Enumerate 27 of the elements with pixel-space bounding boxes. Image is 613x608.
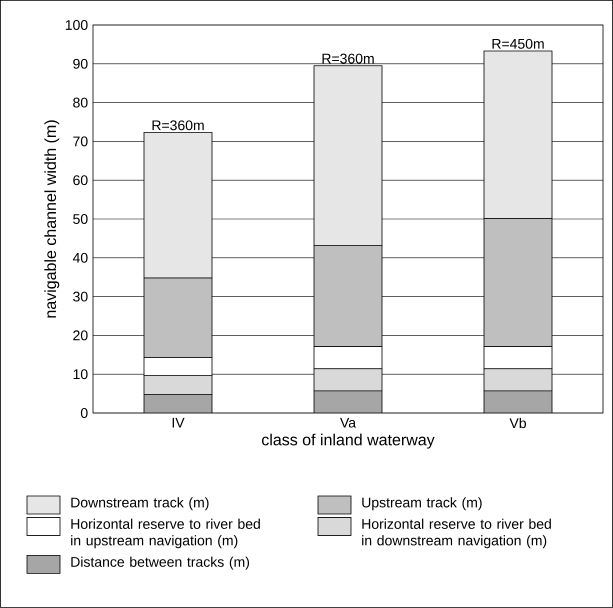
bar xyxy=(314,390,382,414)
bar xyxy=(484,390,552,414)
legend-label: Upstream track (m) xyxy=(362,497,482,510)
y-tick-label: 20 xyxy=(73,330,88,340)
y-tick-label: 80 xyxy=(73,98,88,108)
legend-label: Horizontal reserve to river bed in upstream navigation (m) xyxy=(71,518,260,548)
bar xyxy=(144,394,212,414)
y-tick-label: 60 xyxy=(73,175,88,186)
legend-label: Horizontal reserve to river bed in downstream navigation (m) xyxy=(362,518,551,548)
y-tick-label: 10 xyxy=(74,369,88,380)
x-tick-label: IV xyxy=(172,418,185,428)
legend-label: Distance between tracks (m) xyxy=(71,556,250,570)
annotation: R=360m xyxy=(152,120,204,130)
x-tick-label: Vb xyxy=(510,418,526,428)
y-tick-label: 90 xyxy=(73,58,88,69)
y-tick-label: 0 xyxy=(80,408,88,418)
y-tick-label: 40 xyxy=(72,252,88,263)
annotation: R=360m xyxy=(322,54,374,64)
annotation: R=450m xyxy=(492,38,544,49)
legend-label: Downstream track (m) xyxy=(71,497,209,510)
y-tick-label: 70 xyxy=(73,136,88,146)
x-axis-title: class of inland waterway xyxy=(262,434,435,449)
x-tick-label: Va xyxy=(340,418,356,428)
y-axis-title: navigable channel width (m) xyxy=(44,120,60,318)
y-tick-label: 50 xyxy=(73,214,88,224)
y-tick-label: 100 xyxy=(66,20,88,30)
y-tick-label: 30 xyxy=(73,292,88,302)
